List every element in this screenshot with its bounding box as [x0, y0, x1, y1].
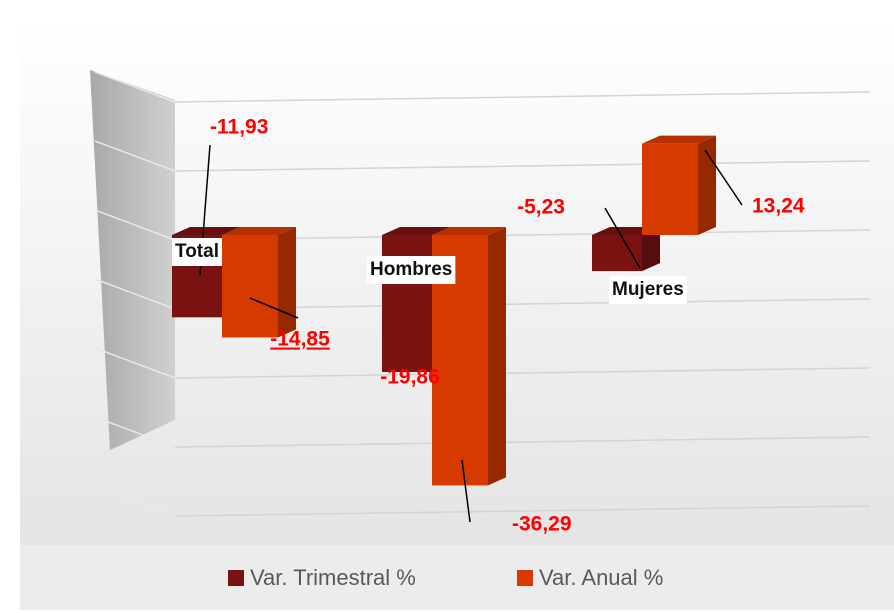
legend-label: Var. Anual % — [539, 565, 663, 590]
category-label: Hombres — [370, 259, 452, 280]
data-label: -5,23 — [517, 196, 565, 219]
leader-line — [461, 459, 471, 523]
category-label-bg — [367, 256, 456, 284]
bar-top — [382, 227, 450, 235]
category-label: Total — [175, 241, 219, 262]
data-label: -11,93 — [210, 116, 268, 139]
grid-line — [174, 160, 871, 172]
bar — [222, 235, 278, 338]
wall-grid-line — [94, 71, 176, 103]
leader-line — [604, 207, 641, 269]
legend-label: Var. Trimestral % — [250, 565, 416, 590]
bar — [642, 143, 698, 235]
grid-line — [174, 505, 871, 517]
bar-top — [172, 227, 240, 235]
leader-line — [249, 297, 299, 319]
wall-grid-line — [94, 485, 176, 517]
bar-side — [698, 135, 716, 235]
bar — [382, 235, 432, 373]
leader-line — [704, 149, 743, 206]
wall-grid-line — [94, 209, 176, 241]
bar-top — [432, 227, 506, 235]
category-label-bg — [172, 238, 222, 266]
data-label: -36,29 — [512, 513, 572, 536]
category-label-bg — [609, 276, 687, 304]
bar-side — [642, 227, 660, 272]
grid-line — [174, 436, 871, 448]
wall-grid-line — [94, 416, 176, 448]
bar — [592, 235, 642, 272]
bar-side — [488, 227, 506, 486]
bar-side — [278, 227, 296, 338]
wall-grid-line — [94, 278, 176, 310]
grid-line — [174, 91, 871, 103]
data-label: -19,86 — [380, 366, 440, 389]
bar-top — [222, 227, 296, 235]
legend-band — [20, 545, 894, 610]
side-wall — [90, 70, 175, 450]
legend-swatch — [517, 570, 533, 586]
bar-top — [642, 135, 716, 144]
data-label: 13,24 — [752, 195, 805, 218]
wall-grid-line — [94, 140, 176, 172]
data-label: -14,85 — [270, 328, 330, 351]
category-label: Mujeres — [612, 279, 684, 300]
grid-line — [174, 367, 871, 379]
legend-swatch — [228, 570, 244, 586]
wall-grid-line — [94, 347, 176, 379]
